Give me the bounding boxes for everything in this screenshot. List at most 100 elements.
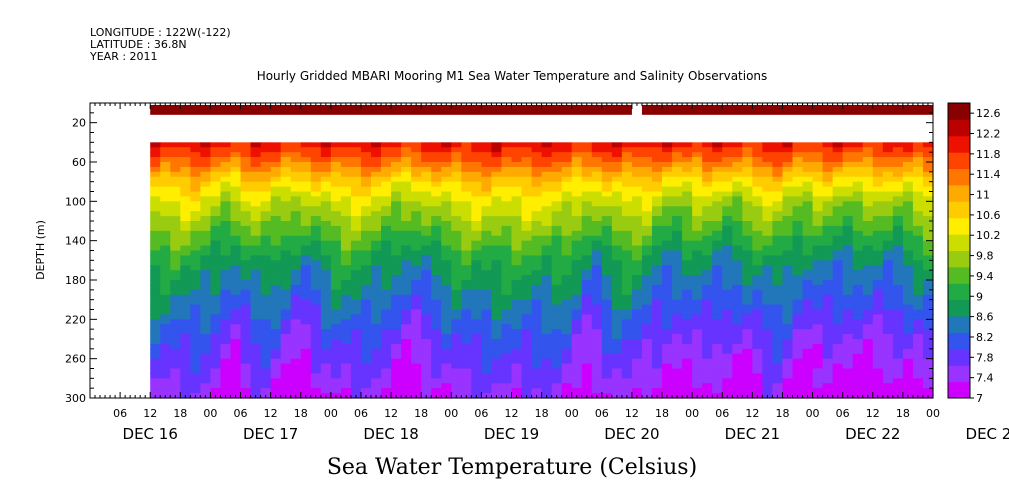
heatmap-cell — [672, 211, 683, 217]
heatmap-cell — [491, 289, 503, 296]
heatmap-cell — [300, 250, 312, 257]
heatmap-cell — [812, 275, 824, 281]
heatmap-cell — [461, 284, 472, 291]
heatmap-cell — [902, 147, 914, 153]
heatmap-cell — [240, 260, 252, 266]
heatmap-cell — [290, 152, 302, 158]
heatmap-cell — [300, 157, 312, 163]
heatmap-cell — [451, 265, 462, 271]
heatmap-cell — [732, 147, 743, 153]
heatmap-cell — [631, 201, 643, 207]
heatmap-cell — [350, 378, 362, 384]
heatmap-cell — [611, 299, 623, 306]
heatmap-cell — [611, 201, 623, 207]
heatmap-cell — [862, 348, 874, 355]
heatmap-cell — [792, 353, 804, 360]
heatmap-cell — [732, 270, 743, 276]
heatmap-cell — [511, 368, 523, 375]
heatmap-cell — [541, 201, 553, 207]
heatmap-cell — [431, 314, 442, 320]
heatmap-cell — [471, 157, 482, 163]
heatmap-cell — [672, 373, 683, 379]
heatmap-cell — [822, 373, 834, 379]
heatmap-cell — [180, 250, 191, 257]
heatmap-cell — [310, 363, 322, 370]
heatmap-cell — [471, 245, 482, 252]
heatmap-cell — [822, 334, 834, 340]
heatmap-cell — [340, 309, 352, 316]
heatmap-cell — [340, 206, 352, 212]
heatmap-cell — [350, 314, 362, 320]
heatmap-cell — [381, 270, 392, 276]
heatmap-cell — [652, 270, 663, 276]
heatmap-cell — [802, 265, 814, 271]
heatmap-cell — [591, 176, 603, 183]
heatmap-cell — [360, 368, 372, 375]
heatmap-cell — [722, 166, 733, 173]
heatmap-cell — [461, 270, 472, 276]
heatmap-cell — [672, 176, 683, 183]
heatmap-cell — [762, 270, 774, 276]
heatmap-cell — [842, 235, 854, 242]
heatmap-cell — [852, 186, 864, 193]
heatmap-cell — [752, 186, 763, 193]
heatmap-cell — [170, 324, 181, 330]
heatmap-cell — [240, 245, 252, 252]
heatmap-cell — [200, 343, 212, 350]
heatmap-cell — [391, 363, 402, 370]
heatmap-cell — [401, 353, 412, 360]
heatmap-cell — [581, 225, 593, 232]
heatmap-cell — [441, 235, 452, 242]
heatmap-cell — [601, 334, 613, 340]
heatmap-cell — [611, 245, 623, 252]
heatmap-cell — [350, 201, 362, 207]
heatmap-cell — [782, 201, 794, 207]
heatmap-cell — [320, 216, 332, 222]
heatmap-cell — [872, 280, 884, 286]
heatmap-cell — [190, 152, 201, 158]
heatmap-cell — [922, 152, 934, 158]
heatmap-cell — [561, 191, 573, 198]
heatmap-cell — [902, 378, 914, 384]
heatmap-cell — [210, 196, 222, 202]
heatmap-cell — [160, 245, 171, 252]
heatmap-cell — [501, 368, 513, 375]
heatmap-cell — [772, 152, 784, 158]
heatmap-cell — [621, 171, 633, 178]
heatmap-cell — [652, 353, 663, 360]
heatmap-cell — [461, 221, 472, 227]
heatmap-cell — [531, 378, 543, 384]
heatmap-cell — [672, 191, 683, 198]
heatmap-cell — [772, 216, 784, 222]
heatmap-cell — [702, 181, 713, 188]
heatmap-cell — [230, 211, 242, 217]
heatmap-cell — [702, 260, 713, 266]
heatmap-cell — [451, 201, 462, 207]
colorbar-swatch — [948, 283, 970, 301]
heatmap-cell — [451, 162, 462, 168]
heatmap-cell — [451, 358, 462, 365]
heatmap-cell — [822, 343, 834, 350]
heatmap-cell — [250, 260, 262, 266]
heatmap-cell — [461, 309, 472, 316]
heatmap-cell — [842, 255, 854, 261]
heatmap-cell — [360, 211, 372, 217]
heatmap-cell — [481, 294, 493, 301]
heatmap-cell — [411, 142, 422, 148]
heatmap-cell — [210, 147, 222, 153]
heatmap-cell — [692, 289, 703, 296]
heatmap-cell — [381, 255, 392, 261]
heatmap-cell — [411, 240, 422, 247]
heatmap-cell — [441, 206, 452, 212]
heatmap-cell — [912, 329, 924, 335]
heatmap-cell — [411, 368, 422, 375]
heatmap-cell — [882, 255, 894, 261]
heatmap-cell — [421, 152, 432, 158]
heatmap-cell — [872, 260, 884, 266]
heatmap-cell — [581, 230, 593, 237]
heatmap-cell — [350, 388, 362, 394]
heatmap-cell — [521, 294, 533, 301]
heatmap-cell — [772, 142, 784, 148]
heatmap-cell — [230, 373, 242, 379]
heatmap-cell — [320, 289, 332, 296]
